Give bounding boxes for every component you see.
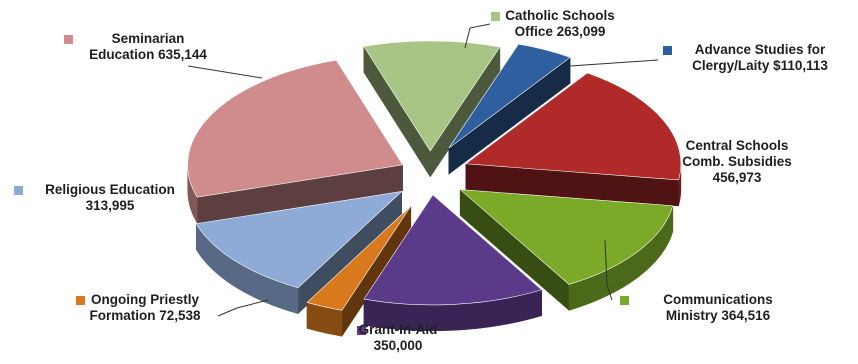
slice-label: Religious Education 313,995 xyxy=(45,182,175,213)
pie-slice xyxy=(448,43,571,149)
slice-label-line: Comb. Subsidies xyxy=(682,154,792,169)
slice-label-line: Catholic Schools xyxy=(505,8,615,23)
slice-label-line: Ministry 364,516 xyxy=(666,308,771,323)
leader-lines xyxy=(187,23,659,317)
slice-label-line: Formation 72,538 xyxy=(89,308,201,323)
legend-marker xyxy=(666,142,675,151)
pie-slice xyxy=(363,194,543,306)
slice-label: Ongoing Priestly Formation 72,538 xyxy=(89,292,201,323)
pie-slice-tops xyxy=(187,40,682,311)
slice-label-line: Seminarian xyxy=(112,31,185,46)
legend-marker xyxy=(76,296,85,305)
slice-label-line: Clergy/Laity $110,113 xyxy=(692,58,828,73)
slice-label-line: 456,973 xyxy=(713,170,762,185)
pie-slice xyxy=(195,190,403,289)
slice-label: Advance Studies for Clergy/Laity $110,113 xyxy=(692,42,828,73)
legend-marker xyxy=(491,12,500,21)
pie-slice xyxy=(459,189,674,285)
slice-label-line: 350,000 xyxy=(374,338,423,353)
leader-line xyxy=(187,65,263,79)
slice-label-line: Grant-In-Aid xyxy=(359,322,438,337)
legend-markers xyxy=(14,12,675,335)
leader-line xyxy=(604,239,613,301)
pie-slice xyxy=(465,72,682,181)
slice-labels: Catholic Schools Office 263,099 Advance St… xyxy=(45,8,828,353)
slice-label: Catholic Schools Office 263,099 xyxy=(505,8,615,39)
pie-slice xyxy=(306,205,412,311)
slice-label-line: 313,995 xyxy=(86,198,135,213)
legend-marker xyxy=(64,35,73,44)
slice-label: Communications Ministry 364,516 xyxy=(663,292,773,323)
slice-label-line: Religious Education xyxy=(45,182,175,197)
slice-label: Central Schools Comb. Subsidies 456,973 xyxy=(682,138,792,185)
slice-label-line: Communications xyxy=(663,292,773,307)
leader-line xyxy=(569,59,659,67)
slice-label-line: Central Schools xyxy=(686,138,789,153)
slice-label: Grant-In-Aid 350,000 xyxy=(359,322,438,353)
slice-label-line: Ongoing Priestly xyxy=(91,292,200,307)
leader-line xyxy=(217,299,269,317)
legend-marker xyxy=(14,186,23,195)
legend-marker xyxy=(663,46,672,55)
legend-marker xyxy=(620,296,629,305)
pie-slice xyxy=(187,59,404,198)
pie-slice xyxy=(363,40,501,152)
slice-label-line: Office 263,099 xyxy=(515,24,606,39)
leader-line xyxy=(464,23,491,49)
slice-label-line: Education 635,144 xyxy=(89,47,207,62)
slice-label: Seminarian Education 635,144 xyxy=(89,31,207,62)
slice-label-line: Advance Studies for xyxy=(695,42,826,57)
legend-marker xyxy=(357,326,366,335)
